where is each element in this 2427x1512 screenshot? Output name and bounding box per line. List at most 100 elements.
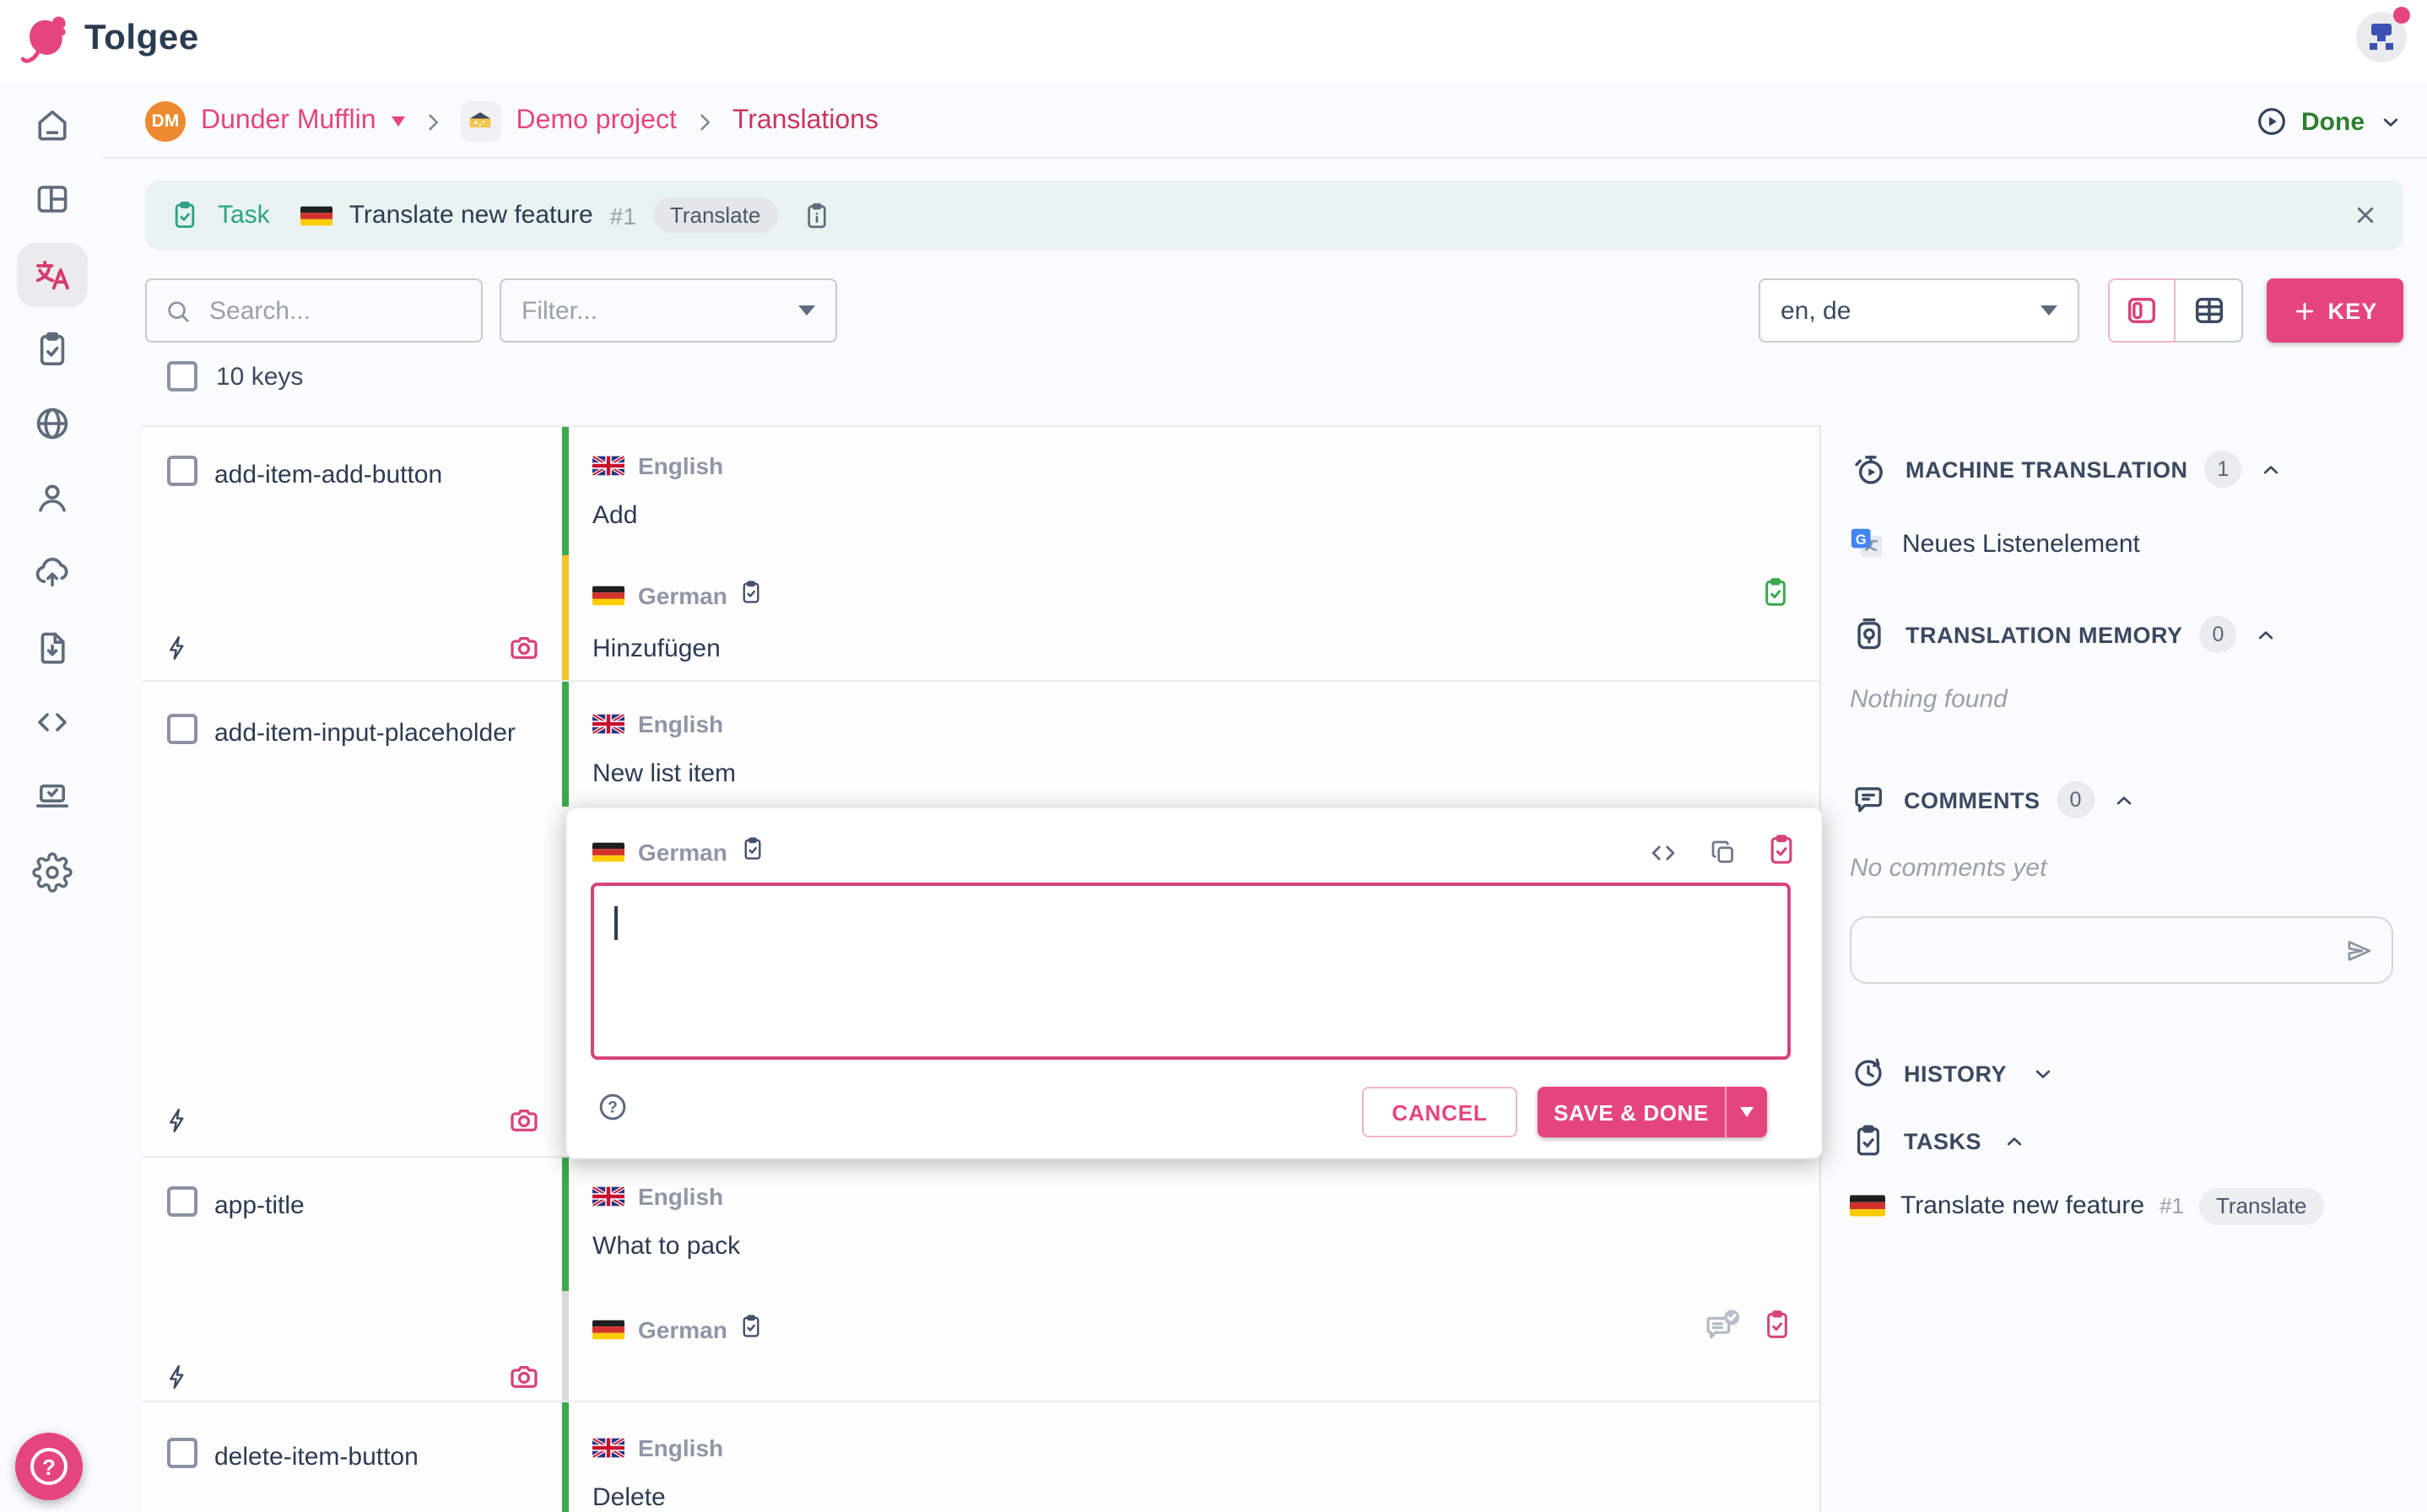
cancel-button[interactable]: CANCEL bbox=[1362, 1087, 1517, 1137]
language-label: German bbox=[638, 582, 727, 609]
screenshot-camera-icon[interactable] bbox=[506, 629, 542, 665]
chevron-up-icon[interactable] bbox=[2259, 456, 2284, 482]
home-icon[interactable] bbox=[32, 105, 73, 145]
state-bar-reviewed bbox=[562, 555, 569, 680]
task-done-clipboard-icon[interactable] bbox=[1764, 832, 1799, 867]
editor-language-label: German bbox=[638, 839, 727, 866]
tasks-section-header: TASKS bbox=[1850, 1120, 2027, 1161]
divider bbox=[142, 1401, 1819, 1402]
chevron-down-icon[interactable] bbox=[2030, 1061, 2056, 1086]
google-translate-icon: G bbox=[1851, 528, 1883, 558]
help-circle-icon[interactable] bbox=[596, 1090, 630, 1124]
export-icon[interactable] bbox=[32, 628, 73, 668]
count-badge: 0 bbox=[2057, 781, 2095, 818]
key-name[interactable]: app-title bbox=[214, 1191, 305, 1220]
row-checkbox[interactable] bbox=[167, 1438, 197, 1468]
chevron-right-icon bbox=[420, 109, 446, 134]
list-view-toggle[interactable] bbox=[2108, 278, 2176, 343]
comment-input-box bbox=[1850, 916, 2393, 984]
task-done-clipboard-icon[interactable] bbox=[1760, 1308, 1794, 1342]
table-view-toggle[interactable] bbox=[2176, 278, 2243, 343]
filter-select[interactable]: Filter... bbox=[500, 278, 837, 343]
save-options-dropdown[interactable] bbox=[1725, 1087, 1767, 1137]
search-icon bbox=[164, 296, 192, 325]
task-kind-label: Task bbox=[218, 201, 270, 230]
tasks-icon[interactable] bbox=[32, 329, 73, 370]
send-icon[interactable] bbox=[2343, 934, 2375, 966]
svg-text:G: G bbox=[1856, 532, 1867, 548]
translation-cell[interactable]: What to pack bbox=[592, 1232, 741, 1261]
task-number: #1 bbox=[609, 202, 636, 229]
key-name[interactable]: delete-item-button bbox=[214, 1443, 419, 1472]
breadcrumb-page[interactable]: Translations bbox=[732, 106, 878, 135]
translation-cell[interactable]: Delete bbox=[592, 1483, 666, 1512]
org-caret-icon bbox=[391, 116, 405, 127]
languages-value: en, de bbox=[1781, 296, 1851, 325]
dashboard-icon[interactable] bbox=[32, 179, 73, 219]
section-title: TASKS bbox=[1904, 1128, 1982, 1153]
text-cursor bbox=[614, 906, 617, 940]
screenshot-camera-icon[interactable] bbox=[506, 1102, 542, 1137]
row-checkbox[interactable] bbox=[167, 714, 197, 744]
history-icon bbox=[1850, 1055, 1887, 1092]
settings-icon[interactable] bbox=[32, 852, 73, 893]
code-mode-icon[interactable] bbox=[1647, 837, 1679, 869]
mt-suggestion-text: Neues Listenelement bbox=[1902, 529, 2140, 558]
task-item-name: Translate new feature bbox=[1900, 1191, 2145, 1221]
section-title: HISTORY bbox=[1904, 1061, 2008, 1086]
resolved-comment-icon[interactable] bbox=[1701, 1306, 1743, 1345]
screenshot-camera-icon[interactable] bbox=[506, 1358, 542, 1394]
list-view-icon bbox=[2123, 292, 2160, 329]
breadcrumb: DM Dunder Mufflin Demo project Translati… bbox=[145, 96, 878, 147]
languages-icon[interactable] bbox=[32, 403, 73, 444]
row-checkbox[interactable] bbox=[167, 456, 197, 486]
play-circle-icon bbox=[2254, 105, 2288, 138]
select-all-checkbox[interactable] bbox=[167, 361, 197, 392]
user-avatar[interactable] bbox=[2356, 12, 2407, 62]
state-bar-translated bbox=[562, 1158, 569, 1291]
org-avatar[interactable]: DM bbox=[145, 101, 186, 142]
chevron-up-icon[interactable] bbox=[2111, 787, 2137, 813]
translation-cell[interactable]: Add bbox=[592, 501, 638, 530]
chevron-up-icon[interactable] bbox=[2002, 1128, 2027, 1153]
task-state-label: Done bbox=[2301, 107, 2365, 136]
german-flag-icon bbox=[300, 205, 332, 225]
section-title: MACHINE TRANSLATION bbox=[1905, 456, 2188, 482]
save-done-button[interactable]: SAVE & DONE bbox=[1538, 1087, 1767, 1137]
search-input[interactable] bbox=[206, 294, 464, 327]
comment-input[interactable] bbox=[1868, 935, 2343, 965]
sidebar-active-highlight bbox=[17, 243, 88, 307]
task-list-item[interactable]: Translate new feature #1 Translate bbox=[1850, 1188, 2324, 1225]
top-bar: Tolgee bbox=[0, 0, 2427, 81]
copy-icon[interactable] bbox=[1708, 837, 1738, 867]
translation-cell[interactable]: New list item bbox=[592, 759, 737, 788]
task-done-clipboard-icon[interactable] bbox=[1759, 575, 1792, 609]
members-icon[interactable] bbox=[32, 478, 73, 518]
task-state-control[interactable]: Done bbox=[2254, 96, 2403, 147]
german-flag-icon bbox=[592, 842, 624, 862]
key-name[interactable]: add-item-add-button bbox=[214, 461, 443, 489]
close-icon[interactable] bbox=[2351, 201, 2380, 230]
row-checkbox[interactable] bbox=[167, 1186, 197, 1217]
add-key-label: KEY bbox=[2327, 298, 2378, 323]
state-bar-translated bbox=[562, 682, 569, 807]
breadcrumb-project[interactable]: Demo project bbox=[516, 106, 677, 135]
help-button[interactable]: ? bbox=[15, 1433, 83, 1500]
languages-select[interactable]: en, de bbox=[1759, 278, 2079, 343]
import-icon[interactable] bbox=[32, 554, 73, 594]
chevron-up-icon[interactable] bbox=[2254, 622, 2279, 647]
integrate-icon[interactable] bbox=[32, 702, 73, 742]
task-item-chip: Translate bbox=[2199, 1188, 2324, 1225]
chevron-right-icon bbox=[692, 109, 717, 134]
translations-icon[interactable] bbox=[32, 255, 73, 295]
mt-suggestion-item[interactable]: G Neues Listenelement bbox=[1850, 523, 2140, 564]
breadcrumb-org[interactable]: Dunder Mufflin bbox=[201, 106, 376, 135]
key-name[interactable]: add-item-input-placeholder bbox=[214, 719, 516, 748]
task-item-number: #1 bbox=[2159, 1193, 2184, 1219]
task-detail-icon[interactable] bbox=[801, 200, 831, 230]
add-key-button[interactable]: KEY bbox=[2267, 278, 2403, 343]
translation-editor-textarea[interactable] bbox=[591, 883, 1791, 1060]
german-flag-icon bbox=[592, 586, 624, 606]
developer-icon[interactable] bbox=[32, 776, 73, 817]
translation-cell[interactable]: Hinzufügen bbox=[592, 634, 721, 663]
